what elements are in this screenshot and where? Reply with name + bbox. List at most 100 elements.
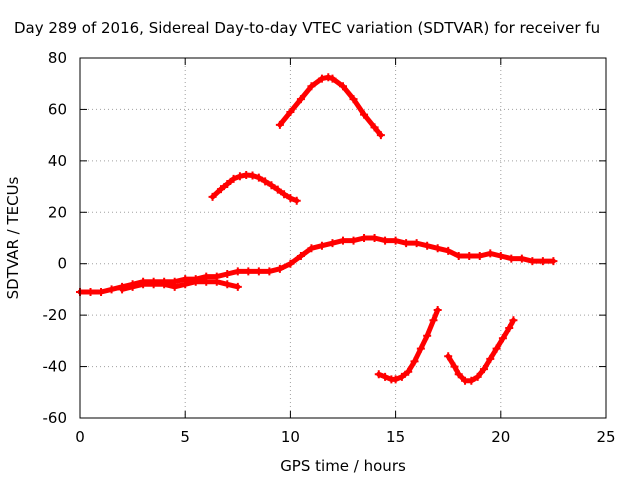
data-point (307, 244, 316, 253)
data-point (223, 180, 232, 188)
plot-frame (79, 57, 607, 419)
data-point (328, 74, 337, 83)
data-point (423, 331, 432, 340)
data-point (267, 181, 276, 190)
data-point (212, 277, 221, 286)
data-point (229, 174, 238, 183)
data-point (454, 252, 463, 260)
x-tick-label: 15 (386, 428, 405, 446)
data-point (107, 285, 116, 294)
data-point (280, 190, 289, 199)
data-point (248, 171, 257, 180)
series-dip-1 (374, 306, 442, 384)
data-point (317, 74, 326, 83)
y-axis-label: SDTVAR / TECUs (4, 176, 22, 299)
x-tick-label: 10 (281, 428, 300, 446)
data-point (273, 185, 282, 194)
data-point (286, 259, 295, 268)
x-tick-label: 25 (596, 428, 615, 446)
data-point (86, 288, 95, 296)
data-point (412, 239, 421, 248)
data-point (496, 252, 505, 260)
data-point (381, 236, 390, 245)
data-point (216, 185, 225, 194)
x-axis-label: GPS time / hours (280, 457, 406, 475)
y-tick-label: -40 (43, 358, 68, 376)
data-point (402, 239, 411, 248)
y-tick-label: -60 (43, 409, 68, 427)
series-arc-1 (208, 171, 301, 205)
data-point (307, 82, 316, 91)
data-point (492, 344, 501, 353)
data-point (339, 82, 347, 91)
data-point (433, 244, 442, 253)
y-tick-label: 60 (48, 100, 67, 118)
series-dip-2 (444, 316, 518, 385)
y-tick-label: 40 (48, 152, 67, 170)
ticks (79, 57, 607, 419)
data-point (465, 252, 474, 260)
data-point (473, 372, 482, 381)
data-point (170, 282, 179, 291)
data-point (223, 280, 232, 289)
data-point (404, 367, 413, 376)
data-point (410, 357, 419, 366)
data-point (254, 267, 263, 276)
data-point (149, 280, 158, 289)
data-point (275, 264, 284, 273)
tick-labels: 0 5 10 15 20 25 -60 -40 -20 0 20 40 60 80 (43, 49, 616, 446)
series-low-cluster (118, 277, 242, 294)
data-point (374, 370, 383, 379)
data-point (433, 306, 442, 314)
data-point (296, 95, 305, 104)
data-point (349, 95, 358, 104)
data-point (128, 282, 137, 291)
data-point (505, 324, 514, 332)
data-point (261, 177, 270, 186)
data-point (275, 120, 284, 129)
data-point (317, 241, 326, 250)
y-tick-label: -20 (43, 306, 68, 324)
data-point (139, 280, 148, 289)
data-point (517, 254, 526, 263)
data-point (233, 267, 242, 276)
data-point (450, 362, 459, 371)
data-point (376, 131, 385, 140)
x-tick-label: 0 (75, 428, 85, 446)
data-point (328, 239, 337, 248)
data-point (296, 252, 305, 260)
data-point (397, 372, 406, 381)
data-point (118, 285, 127, 294)
data-point (391, 236, 400, 245)
data-point (444, 246, 453, 255)
data-point (292, 196, 301, 205)
data-point (360, 110, 369, 119)
data-point (360, 234, 369, 242)
data-point (479, 365, 488, 374)
data-point (191, 277, 200, 286)
data-point (181, 280, 190, 289)
data-point (160, 280, 169, 289)
data-point (381, 372, 390, 381)
data-point (235, 172, 244, 181)
data-point (370, 234, 379, 242)
data-point (507, 254, 516, 263)
data-point (254, 173, 263, 182)
data-point (429, 316, 438, 325)
data-point (244, 267, 253, 276)
chart-title: Day 289 of 2016, Sidereal Day-to-day VTE… (14, 19, 600, 37)
data-point (444, 352, 453, 361)
data-point (498, 334, 507, 343)
data-point (486, 249, 495, 258)
series-line (77, 235, 556, 295)
data-point (339, 236, 347, 245)
data-point (202, 277, 211, 286)
y-tick-label: 0 (57, 255, 67, 273)
data-point (324, 73, 333, 82)
data-point (423, 241, 432, 250)
data-point (223, 270, 232, 278)
data-point (475, 252, 484, 260)
data-point (509, 316, 518, 325)
data-point (549, 257, 558, 266)
